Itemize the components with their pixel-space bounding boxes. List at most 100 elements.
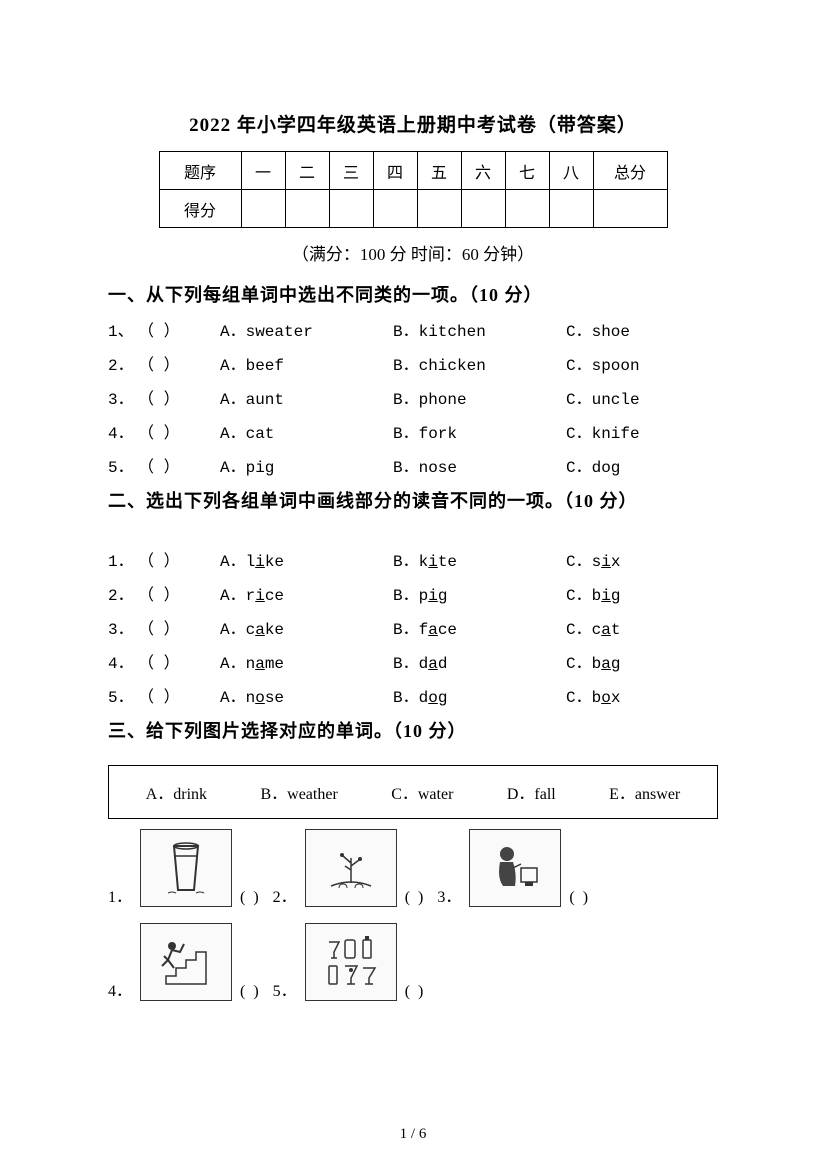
- option-a: A．cake: [220, 615, 393, 639]
- option-b: B．chicken: [393, 351, 566, 375]
- pic-num: 4．: [108, 977, 132, 1001]
- fall-icon: [140, 923, 232, 1001]
- score-table-score-row: 得分: [159, 190, 667, 228]
- score-table-header-row: 题序 一 二 三 四 五 六 七 八 总分: [159, 152, 667, 190]
- question-row: 4．（ ）A．catB．forkC．knife: [108, 419, 718, 443]
- question-row: 3．（ ）A．cakeB．faceC．cat: [108, 615, 718, 639]
- option-c: C．uncle: [566, 385, 739, 409]
- answer-blank[interactable]: （ ）: [138, 683, 220, 707]
- answer-blank[interactable]: （ ）: [138, 581, 220, 605]
- option-c: C．bag: [566, 649, 739, 673]
- answer-blank[interactable]: （ ）: [138, 649, 220, 673]
- score-cell[interactable]: [549, 190, 593, 228]
- col-3: 三: [329, 152, 373, 190]
- pic-num: 5．: [273, 977, 297, 1001]
- option-c: C．water: [391, 780, 453, 804]
- section-1-header: 一、从下列每组单词中选出不同类的一项。（10 分）: [108, 281, 718, 307]
- question-row: 1、（ ）A．sweaterB．kitchenC．shoe: [108, 317, 718, 341]
- question-number: 3．: [108, 385, 138, 409]
- score-cell[interactable]: [329, 190, 373, 228]
- option-c: C．shoe: [566, 317, 739, 341]
- question-row: 3．（ ）A．auntB．phoneC．uncle: [108, 385, 718, 409]
- option-c: C．cat: [566, 615, 739, 639]
- question-number: 4．: [108, 419, 138, 443]
- option-c: C．spoon: [566, 351, 739, 375]
- row-label-1: 题序: [159, 152, 241, 190]
- answer-blank[interactable]: （ ）: [138, 351, 220, 375]
- option-a: A．drink: [146, 780, 207, 804]
- option-d: D．fall: [507, 780, 556, 804]
- picture-row-2: 4． ( ) 5． ( ): [108, 923, 718, 1013]
- page-number: 1 / 6: [0, 1126, 826, 1143]
- option-a: A．name: [220, 649, 393, 673]
- score-cell[interactable]: [241, 190, 285, 228]
- answer-blank[interactable]: （ ）: [138, 547, 220, 571]
- section-3-header: 三、给下列图片选择对应的单词。（10 分）: [108, 717, 718, 743]
- score-cell[interactable]: [593, 190, 667, 228]
- col-4: 四: [373, 152, 417, 190]
- col-2: 二: [285, 152, 329, 190]
- option-a: A．like: [220, 547, 393, 571]
- option-a: A．aunt: [220, 385, 393, 409]
- option-b: B．pig: [393, 581, 566, 605]
- option-b: B．weather: [260, 780, 337, 804]
- option-a: A．sweater: [220, 317, 393, 341]
- word-bank: A．drink B．weather C．water D．fall E．answe…: [108, 765, 718, 819]
- pic-num: 3．: [437, 883, 461, 907]
- option-e: E．answer: [609, 780, 680, 804]
- question-row: 4．（ ）A．nameB．dadC．bag: [108, 649, 718, 673]
- option-a: A．cat: [220, 419, 393, 443]
- option-c: C．dog: [566, 453, 739, 477]
- option-b: B．face: [393, 615, 566, 639]
- option-a: A．rice: [220, 581, 393, 605]
- col-1: 一: [241, 152, 285, 190]
- picture-item-4: 4． ( ): [108, 923, 261, 1001]
- question-row: 2．（ ）A．beefB．chickenC．spoon: [108, 351, 718, 375]
- score-cell[interactable]: [285, 190, 329, 228]
- page-title: 2022 年小学四年级英语上册期中考试卷（带答案）: [108, 110, 718, 137]
- question-row: 1．（ ）A．likeB．kiteC．six: [108, 547, 718, 571]
- score-cell[interactable]: [373, 190, 417, 228]
- picture-item-2: 2． ( ): [273, 829, 426, 907]
- question-number: 2．: [108, 351, 138, 375]
- watering-icon: [305, 829, 397, 907]
- option-c: C．big: [566, 581, 739, 605]
- col-7: 七: [505, 152, 549, 190]
- row-label-2: 得分: [159, 190, 241, 228]
- option-a: A．pig: [220, 453, 393, 477]
- glass-icon: [140, 829, 232, 907]
- option-b: B．dad: [393, 649, 566, 673]
- answer-blank[interactable]: ( ): [569, 889, 590, 907]
- question-number: 2．: [108, 581, 138, 605]
- score-cell[interactable]: [461, 190, 505, 228]
- answer-blank[interactable]: ( ): [405, 983, 426, 1001]
- question-number: 4．: [108, 649, 138, 673]
- answer-blank[interactable]: （ ）: [138, 453, 220, 477]
- picture-item-5: 5． ( ): [273, 923, 426, 1001]
- answer-blank[interactable]: （ ）: [138, 385, 220, 409]
- option-b: B．nose: [393, 453, 566, 477]
- option-b: B．dog: [393, 683, 566, 707]
- question-number: 1、: [108, 317, 138, 341]
- answer-blank[interactable]: ( ): [405, 889, 426, 907]
- option-c: C．six: [566, 547, 739, 571]
- option-c: C．knife: [566, 419, 739, 443]
- question-number: 3．: [108, 615, 138, 639]
- section-2-header: 二、选出下列各组单词中画线部分的读音不同的一项。（10 分）: [108, 487, 718, 513]
- option-a: A．nose: [220, 683, 393, 707]
- question-row: 2．（ ）A．riceB．pigC．big: [108, 581, 718, 605]
- answer-blank[interactable]: （ ）: [138, 419, 220, 443]
- question-row: 5．（ ）A．noseB．dogC．box: [108, 683, 718, 707]
- answer-blank[interactable]: （ ）: [138, 317, 220, 341]
- question-row: 5．（ ）A．pigB．noseC．dog: [108, 453, 718, 477]
- score-cell[interactable]: [417, 190, 461, 228]
- answer-blank[interactable]: ( ): [240, 889, 261, 907]
- picture-item-1: 1． ( ): [108, 829, 261, 907]
- answer-blank[interactable]: ( ): [240, 983, 261, 1001]
- score-cell[interactable]: [505, 190, 549, 228]
- col-total: 总分: [593, 152, 667, 190]
- option-b: B．phone: [393, 385, 566, 409]
- picture-row-1: 1． ( ) 2． ( ) 3．: [108, 829, 718, 919]
- col-6: 六: [461, 152, 505, 190]
- answer-blank[interactable]: （ ）: [138, 615, 220, 639]
